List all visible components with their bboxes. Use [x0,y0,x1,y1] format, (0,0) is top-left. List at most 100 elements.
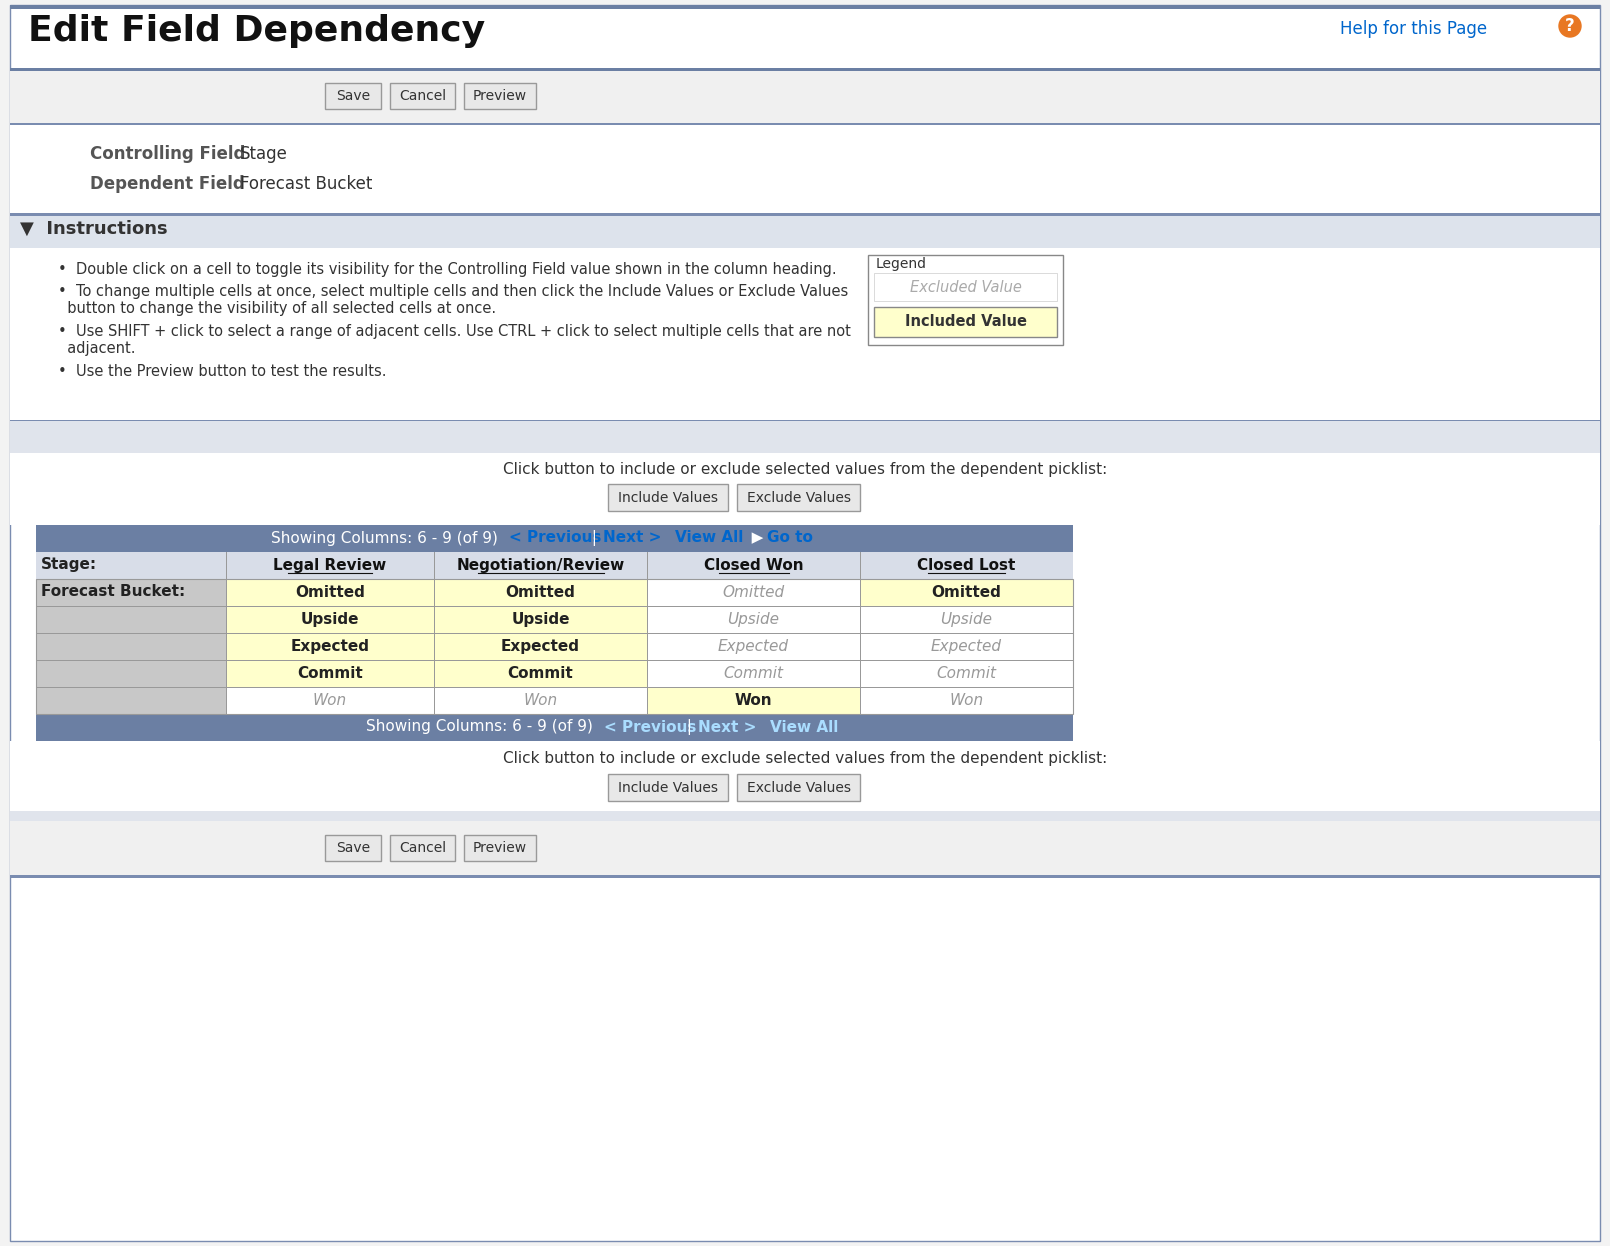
Text: •  To change multiple cells at once, select multiple cells and then click the In: • To change multiple cells at once, sele… [58,284,848,316]
Bar [225,579,435,606]
Text: Include Values: Include Values [618,491,718,505]
Text: Won: Won [950,693,984,708]
Bar [10,821,1600,875]
Bar [35,579,1072,714]
Text: Cancel: Cancel [399,88,446,103]
Bar [35,714,1072,741]
Text: Omitted: Omitted [506,586,575,601]
Text: Preview: Preview [473,841,526,855]
Text: Expected: Expected [501,639,580,654]
Bar [35,579,225,714]
Text: Click button to include or exclude selected values from the dependent picklist:: Click button to include or exclude selec… [502,462,1108,477]
Text: •  Double click on a cell to toggle its visibility for the Controlling Field val: • Double click on a cell to toggle its v… [58,262,837,277]
Bar [10,125,1600,213]
Text: Include Values: Include Values [618,780,718,795]
Text: Save: Save [336,88,370,103]
Bar [10,5,1600,9]
Bar [10,454,1600,525]
Bar [874,273,1058,302]
Text: Dependent Field: Dependent Field [90,174,245,193]
Text: Closed Lost: Closed Lost [918,558,1016,573]
Bar [609,483,728,511]
Text: Omitted: Omitted [723,586,784,601]
Text: Forecast Bucket:: Forecast Bucket: [40,584,185,599]
Bar [435,633,647,660]
Text: ▼  Instructions: ▼ Instructions [19,221,167,238]
Text: Expected: Expected [290,639,370,654]
Bar [860,687,1072,714]
Bar [225,660,435,687]
Text: Excluded Value: Excluded Value [910,279,1021,294]
Bar [35,552,1072,579]
Bar [647,579,860,606]
Bar [868,255,1063,345]
Bar [10,71,1600,123]
Text: Next >: Next > [699,719,757,734]
Text: Stage: Stage [240,145,288,163]
Text: Click button to include or exclude selected values from the dependent picklist:: Click button to include or exclude selec… [502,751,1108,766]
Text: Showing Columns: 6 - 9 (of 9): Showing Columns: 6 - 9 (of 9) [365,719,597,734]
Text: Upside: Upside [940,612,992,627]
Bar [464,83,536,108]
Text: Closed Won: Closed Won [704,558,803,573]
Bar [737,483,860,511]
Text: Next >: Next > [604,531,662,546]
Text: Upside: Upside [301,612,359,627]
Text: Won: Won [312,693,348,708]
Text: ?: ? [1565,17,1575,35]
Circle shape [1558,15,1581,37]
Text: Upside: Upside [728,612,779,627]
Bar [325,835,382,861]
Bar [35,525,1072,552]
Bar [464,835,536,861]
Text: Legal Review: Legal Review [274,558,386,573]
Text: Won: Won [734,693,773,708]
Text: Forecast Bucket: Forecast Bucket [240,174,372,193]
Text: View All: View All [770,719,839,734]
Bar [647,687,860,714]
Bar [435,687,647,714]
Bar [647,606,860,633]
Text: Included Value: Included Value [905,314,1027,329]
Text: Stage:: Stage: [40,557,97,572]
Text: < Previous: < Previous [509,531,602,546]
Text: Save: Save [336,841,370,855]
Bar [10,214,1600,216]
Text: Cancel: Cancel [399,841,446,855]
Text: < Previous: < Previous [604,719,697,734]
Text: Negotiation/Review: Negotiation/Review [456,558,625,573]
Text: Omitted: Omitted [932,586,1001,601]
Bar [435,660,647,687]
Text: Commit: Commit [298,667,362,682]
Bar [860,579,1072,606]
Bar [225,633,435,660]
Text: •  Use SHIFT + click to select a range of adjacent cells. Use CTRL + click to se: • Use SHIFT + click to select a range of… [58,324,850,356]
Bar [390,835,456,861]
Bar [647,660,860,687]
Text: ▶: ▶ [737,531,768,546]
Bar [435,606,647,633]
Bar [737,774,860,801]
Bar [10,421,1600,454]
Text: Upside: Upside [512,612,570,627]
Text: Legend: Legend [876,257,927,270]
Text: Help for this Page: Help for this Page [1340,20,1488,37]
Text: Expected: Expected [931,639,1001,654]
Text: Expected: Expected [718,639,789,654]
Text: Controlling Field: Controlling Field [90,145,245,163]
Text: Won: Won [523,693,557,708]
Bar [10,741,1600,811]
Bar [860,660,1072,687]
Text: |: | [588,530,602,546]
Bar [390,83,456,108]
Bar [225,687,435,714]
Text: Omitted: Omitted [295,586,365,601]
Bar [10,875,1600,878]
Text: Preview: Preview [473,88,526,103]
Bar [225,606,435,633]
Bar [647,633,860,660]
Bar [609,774,728,801]
Text: Go to: Go to [766,531,813,546]
Bar [10,216,1600,248]
Text: |: | [683,719,697,735]
